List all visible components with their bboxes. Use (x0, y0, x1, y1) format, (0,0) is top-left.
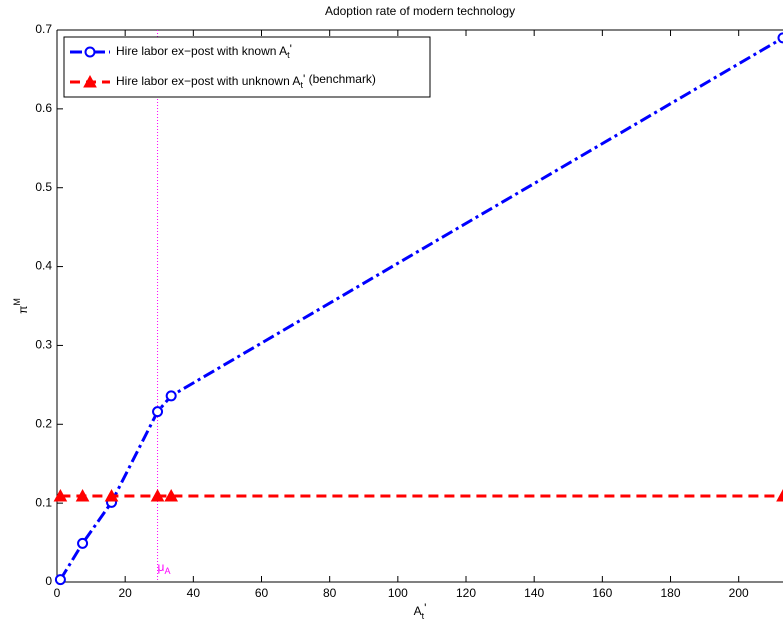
y-tick-label: 0.6 (35, 101, 52, 115)
x-tick-label: 80 (323, 586, 337, 600)
y-tick-label: 0.3 (35, 338, 52, 352)
x-tick-label: 120 (456, 586, 476, 600)
mean-label-text: μ (158, 560, 165, 574)
x-label-base: A (414, 604, 422, 618)
legend-box (63, 36, 431, 98)
x-tick-label: 100 (388, 586, 408, 600)
point (777, 32, 783, 44)
x-tick-label: 0 (54, 586, 61, 600)
legend-label-suffix: ' (290, 42, 292, 56)
point (776, 489, 783, 502)
y-tick-label: 0.7 (35, 22, 52, 36)
y-label-base: π (16, 306, 30, 314)
point (164, 489, 179, 502)
point (54, 574, 66, 586)
y-label-sup: M (12, 298, 22, 306)
x-tick-label: 40 (187, 586, 201, 600)
legend-label-suffix: ' (benchmark) (303, 72, 376, 86)
legend-marker (83, 74, 97, 88)
legend-label: Hire labor ex−post with unknown At' (ben… (116, 72, 376, 90)
x-tick-label: 200 (729, 586, 749, 600)
y-axis-label: πM (12, 298, 30, 314)
point (75, 489, 90, 502)
legend-label-sub: t (287, 50, 290, 60)
y-tick-label: 0.1 (35, 495, 52, 509)
x-label-suffix: ' (424, 601, 426, 615)
mean-label-sub: A (164, 566, 170, 576)
y-tick-label: 0.5 (35, 180, 52, 194)
y-tick-label: 0.2 (35, 416, 52, 430)
point (104, 489, 119, 502)
legend-label: Hire labor ex−post with known At' (116, 42, 292, 60)
y-tick-label: 0 (45, 574, 52, 588)
legend-label-sub: t (300, 80, 303, 90)
series-line (59, 36, 783, 581)
point (77, 537, 89, 549)
mean-label: μA (158, 560, 171, 576)
point (53, 489, 68, 502)
x-tick-label: 160 (592, 586, 612, 600)
legend-label-base: Hire labor ex−post with known A (116, 44, 287, 58)
chart-title: Adoption rate of modern technology (325, 4, 515, 18)
x-tick-label: 20 (118, 586, 132, 600)
x-tick-label: 180 (661, 586, 681, 600)
x-tick-label: 60 (255, 586, 269, 600)
point (152, 406, 164, 418)
point (165, 390, 177, 402)
x-tick-label: 140 (524, 586, 544, 600)
x-axis-label: At' (414, 601, 427, 621)
x-label-sub: t (422, 611, 425, 621)
point (150, 489, 165, 502)
legend-marker (84, 46, 96, 58)
y-tick-label: 0.4 (35, 259, 52, 273)
legend-label-base: Hire labor ex−post with unknown A (116, 74, 300, 88)
